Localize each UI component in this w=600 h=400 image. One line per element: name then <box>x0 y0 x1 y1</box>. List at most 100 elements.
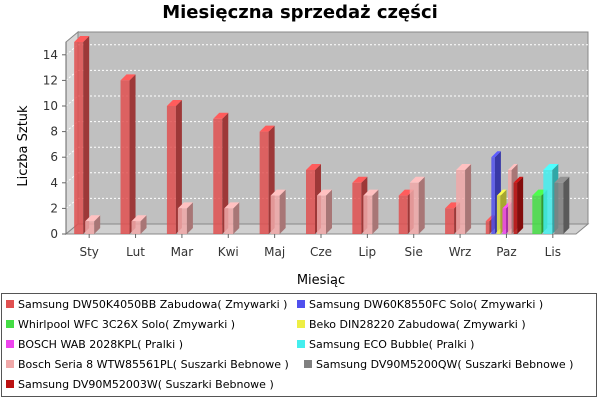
bar <box>456 164 472 234</box>
bar-front <box>259 131 269 234</box>
legend-label: BOSCH WAB 2028KPL( Pralki ) <box>18 338 184 351</box>
x-tick-label: Paz <box>496 245 516 259</box>
x-tick-label: Maj <box>264 245 285 259</box>
x-tick-label: Lis <box>545 245 561 259</box>
bar-front <box>543 170 553 234</box>
legend-item: Beko DIN28220 Zabudowa( Zmywarki ) <box>297 318 526 331</box>
legend-item: Samsung ECO Bubble( Pralki ) <box>297 338 474 351</box>
legend-label: Whirlpool WFC 3C26X Solo( Zmywarki ) <box>18 318 236 331</box>
bar-side <box>418 176 425 234</box>
legend-item: Samsung DW60K8550FC Solo( Zmywarki ) <box>297 298 543 311</box>
bar-front <box>456 170 466 234</box>
bar <box>270 189 286 234</box>
bar-top <box>224 202 240 209</box>
y-tick-label: 0 <box>50 227 58 241</box>
bar-top <box>496 189 507 196</box>
bar-top <box>456 164 472 170</box>
legend-item: Bosch Seria 8 WTW85561PL( Suszarki Bebno… <box>6 358 289 371</box>
legend-label: Samsung DW60K8550FC Solo( Zmywarki ) <box>309 298 544 311</box>
legend-label: Samsung ECO Bubble( Pralki ) <box>309 338 475 351</box>
bar-front <box>224 208 234 234</box>
bar-top <box>513 176 524 183</box>
bar-front <box>532 195 542 234</box>
x-tick-label: Lip <box>359 245 377 259</box>
legend-swatch <box>6 340 14 348</box>
bar-top <box>554 176 570 183</box>
bar-side <box>175 100 182 234</box>
legend-swatch <box>304 360 312 368</box>
bar-front <box>120 80 130 235</box>
bar-front <box>270 195 280 234</box>
legend-item: Samsung DV90M5200QW( Suszarki Bebnowe ) <box>304 358 573 371</box>
legend-label: Samsung DV90M52003W( Suszarki Bebnowe ) <box>18 378 274 391</box>
bar-front <box>485 221 490 234</box>
bar-side <box>279 189 286 234</box>
bar-side <box>222 112 229 234</box>
bar-front <box>409 182 419 234</box>
bar <box>513 176 524 234</box>
bar-top <box>131 215 147 222</box>
bar-top <box>259 125 275 132</box>
y-axis-label: Liczba Sztuk <box>16 105 31 187</box>
bar <box>166 100 182 234</box>
bar-top <box>270 189 286 196</box>
legend-label: Samsung DW50K4050BB Zabudowa( Zmywarki ) <box>18 298 288 311</box>
bar-top <box>352 176 368 183</box>
bar-front <box>496 195 501 234</box>
bar-front <box>352 182 362 234</box>
legend-label: Beko DIN28220 Zabudowa( Zmywarki ) <box>309 318 526 331</box>
bar-top <box>166 100 182 106</box>
bar-front <box>85 221 95 234</box>
bar-front <box>398 195 408 234</box>
bar-side <box>372 189 379 234</box>
x-tick-label: Kwi <box>218 245 239 259</box>
bar-top <box>409 176 425 183</box>
x-tick-label: Sie <box>405 245 423 259</box>
y-axis-ticks: 0 2 4 6 8 10 12 14 <box>43 42 67 241</box>
bar-side <box>465 164 472 234</box>
y-tick-label: 10 <box>43 99 58 113</box>
bar-front <box>74 42 84 234</box>
legend-swatch <box>6 320 14 328</box>
bar-front <box>213 118 223 234</box>
bar <box>224 202 240 234</box>
bar <box>317 189 332 234</box>
x-axis-label: Miesiąc <box>297 273 345 288</box>
bar-top <box>317 189 332 196</box>
bar-front <box>445 208 455 234</box>
legend: Samsung DW50K4050BB Zabudowa( Zmywarki )… <box>1 293 597 397</box>
legend-item: BOSCH WAB 2028KPL( Pralki ) <box>6 338 183 351</box>
x-tick-label: Sty <box>79 245 98 259</box>
y-tick-label: 2 <box>50 201 58 215</box>
bar <box>120 74 136 235</box>
legend-swatch <box>6 360 14 368</box>
bar-side <box>129 74 136 235</box>
bar-top <box>74 36 90 42</box>
bar <box>409 176 425 234</box>
x-tick-label: Lut <box>126 245 145 259</box>
y-tick-label: 14 <box>43 48 58 62</box>
legend-swatch <box>297 340 305 348</box>
x-tick-label: Cze <box>310 245 332 259</box>
bar-top <box>177 202 193 209</box>
bar-side <box>233 202 240 234</box>
bar-top <box>543 164 559 170</box>
bar-top <box>491 151 501 158</box>
bar-top <box>213 112 229 119</box>
bar-front <box>491 157 495 234</box>
x-axis-ticks: Sty Lut Mar Kwi Maj Cze Lip Sie Wrz Paz Lis <box>79 234 561 259</box>
bar-front <box>306 170 315 234</box>
bar <box>131 215 147 234</box>
bar-side <box>563 176 570 234</box>
bar <box>177 202 193 234</box>
y-tick-label: 4 <box>50 176 58 190</box>
bar-side <box>517 176 524 234</box>
bar-front <box>554 182 564 234</box>
bar-side <box>94 215 101 234</box>
bar-top <box>306 164 321 170</box>
bar-front <box>513 182 518 234</box>
legend-swatch <box>6 380 14 388</box>
bar-side <box>186 202 193 234</box>
bar-top <box>120 74 136 81</box>
bar-side <box>140 215 147 234</box>
